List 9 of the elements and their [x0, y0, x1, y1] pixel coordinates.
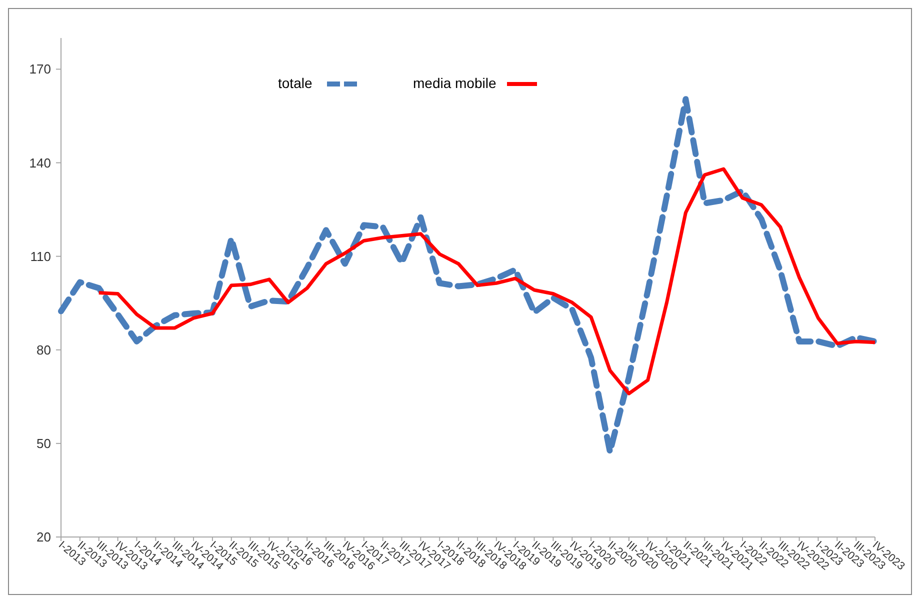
y-tick-label: 50 — [36, 436, 51, 451]
y-tick-label: 80 — [36, 342, 51, 358]
legend-label: totale — [278, 74, 312, 91]
y-tick-label: 170 — [29, 62, 51, 77]
line-series — [97, 167, 877, 396]
y-tick-label: 110 — [30, 248, 51, 264]
y-tick-label: 140 — [29, 155, 51, 170]
legend-label: media mobile — [413, 74, 496, 91]
y-tick-label: 20 — [36, 530, 51, 545]
